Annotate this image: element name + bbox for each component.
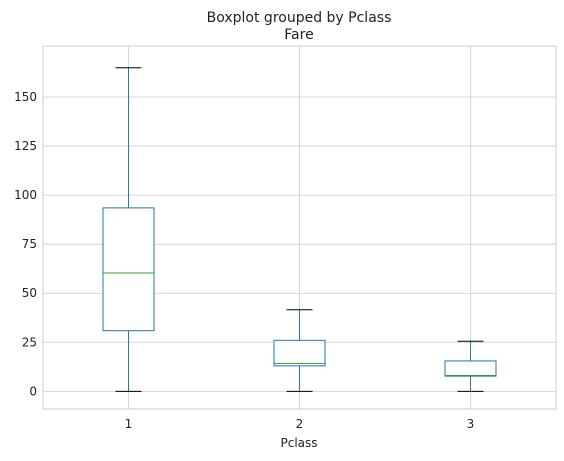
y-tick-label: 0	[29, 384, 37, 398]
y-tick-label: 50	[22, 286, 37, 300]
x-tick-label: 1	[125, 417, 133, 431]
box-iqr	[102, 207, 155, 332]
y-tick-label: 25	[22, 335, 37, 349]
y-tick-label: 75	[22, 237, 37, 251]
chart-title: Fare	[284, 27, 313, 43]
plot-area: 0 25 50 75 100 125 150 1 2 3	[14, 45, 557, 431]
box-iqr	[273, 339, 326, 367]
y-tick-label: 150	[14, 90, 37, 104]
x-axis-label: Pclass	[280, 436, 317, 450]
x-tick-label: 2	[296, 417, 304, 431]
y-tick-label: 100	[14, 188, 37, 202]
chart-suptitle: Boxplot grouped by Pclass	[207, 10, 392, 26]
y-tick-label: 125	[14, 139, 37, 153]
plot-frame	[42, 45, 557, 410]
box-iqr	[444, 360, 497, 377]
x-tick-label: 3	[467, 417, 475, 431]
